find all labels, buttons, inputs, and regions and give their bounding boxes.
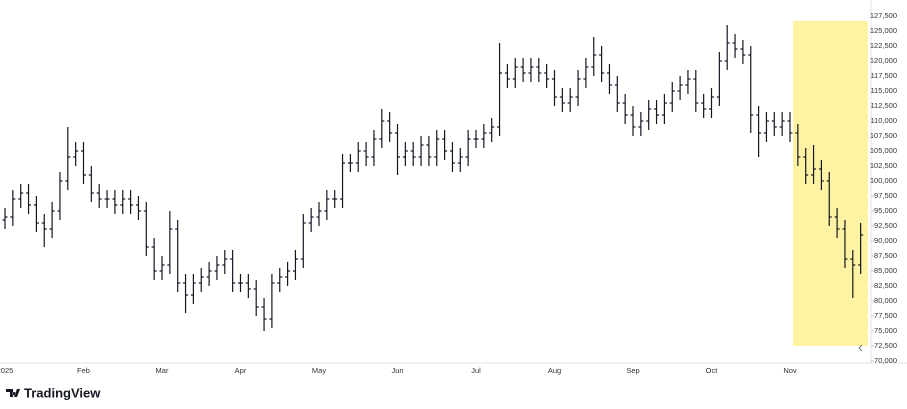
plot [2,25,864,331]
y-tick-label: 115,000 [870,86,897,95]
y-tick-label: 90,000 [874,236,897,245]
y-tick-label: 72,500 [874,341,897,350]
scroll-icon[interactable] [858,344,863,352]
y-tick-label: 87,500 [874,251,897,260]
x-tick-label: 2025 [0,366,13,375]
y-tick-label: 77,500 [874,311,897,320]
y-tick-label: 107,500 [870,131,897,140]
x-tick-label: Aug [548,366,561,375]
y-tick-label: 97,500 [874,191,897,200]
highlight-layer [793,20,868,347]
x-tick-label: Oct [706,366,719,375]
y-tick-label: 70,000 [874,356,897,365]
y-tick-label: 122,500 [870,41,897,50]
brand: TradingView [24,385,101,400]
y-tick-label: 110,000 [870,116,897,125]
y-tick-label: 82,500 [874,281,897,290]
y-tick-label: 105,000 [870,146,897,155]
logo: TradingView [6,385,101,400]
y-tick-label: 127,500 [870,11,897,20]
x-tick-label: Jun [391,366,403,375]
y-tick-label: 117,500 [870,71,897,80]
y-tick-label: 92,500 [874,221,897,230]
x-tick-label: Sep [626,366,639,375]
y-tick-label: 102,500 [870,161,897,170]
y-tick-label: 75,000 [874,326,897,335]
y-tick-label: 100,000 [870,176,897,185]
y-tick-label: 125,000 [870,26,897,35]
y-tick-label: 95,000 [874,206,897,215]
x-tick-label: Nov [783,366,797,375]
highlight-box [793,20,868,347]
x-tick-label: May [312,366,326,375]
x-tick-label: Feb [77,366,90,375]
x-tick-label: Jul [471,366,481,375]
logo-icon [6,389,20,397]
y-tick-label: 112,500 [870,101,897,110]
y-tick-label: 120,000 [870,56,897,65]
y-tick-label: 80,000 [874,296,897,305]
x-tick-label: Mar [156,366,169,375]
y-tick-label: 85,000 [874,266,897,275]
x-tick-label: Apr [235,366,247,375]
